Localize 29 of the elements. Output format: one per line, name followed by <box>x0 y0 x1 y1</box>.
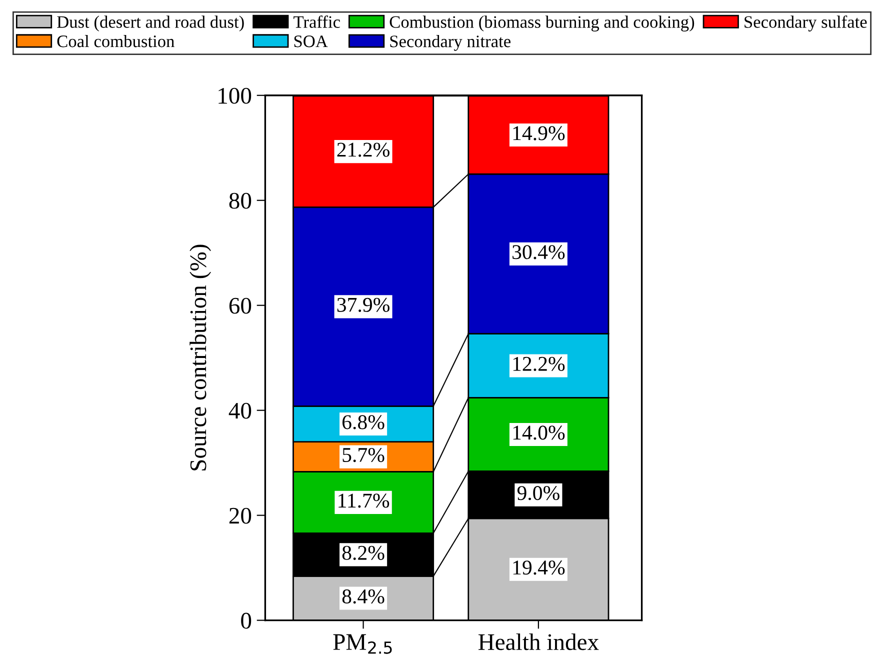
data-label: 14.9% <box>513 126 565 140</box>
legend-label: Traffic <box>294 15 340 28</box>
data-label: 8.4% <box>342 589 384 604</box>
data-label: 21.2% <box>337 142 390 157</box>
y-tick-label: 80 <box>229 192 252 209</box>
data-label: 30.4% <box>512 245 565 260</box>
data-label: 37.9% <box>337 298 390 312</box>
legend-label: Combustion (biomass burning and cooking) <box>390 16 694 32</box>
y-axis-title: Source contribution (%) <box>190 244 212 470</box>
y-tick-label: 40 <box>228 402 252 419</box>
legend-label: Secondary sulfate <box>744 15 867 32</box>
data-label: 11.7% <box>338 494 390 508</box>
y-tick-label: 100 <box>218 88 252 104</box>
y-tick-label: 0 <box>241 612 252 629</box>
data-label: 8.2% <box>342 546 384 560</box>
legend-label: SOA <box>294 36 328 48</box>
legend-label: Coal combustion <box>57 34 174 48</box>
legend-label: Dust (desert and road dust) <box>57 16 244 32</box>
data-label: 6.8% <box>342 415 384 430</box>
data-label: 12.2% <box>513 356 565 372</box>
data-label: 9.0% <box>517 486 560 500</box>
data-label: 19.4% <box>513 560 565 575</box>
y-tick-label: 60 <box>229 298 252 314</box>
x-tick-label: Health index <box>478 634 599 650</box>
y-tick-label: 20 <box>229 508 252 524</box>
data-label: 14.0% <box>513 426 565 440</box>
x-tick-label: PM$_{2.5}$ <box>333 634 392 654</box>
data-label: 5.7% <box>342 448 384 462</box>
legend-label: Secondary nitrate <box>390 35 510 51</box>
